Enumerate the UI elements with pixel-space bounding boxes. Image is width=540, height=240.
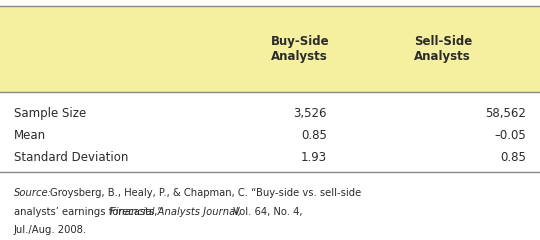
Text: 0.85: 0.85 [501, 151, 526, 164]
Text: Standard Deviation: Standard Deviation [14, 151, 128, 164]
Text: Buy-Side
Analysts: Buy-Side Analysts [271, 35, 329, 63]
Text: Source:: Source: [14, 188, 51, 198]
Text: Jul./Aug. 2008.: Jul./Aug. 2008. [14, 225, 86, 235]
Text: Groysberg, B., Healy, P., & Chapman, C. “Buy-side vs. sell-side: Groysberg, B., Healy, P., & Chapman, C. … [50, 188, 361, 198]
Text: Mean: Mean [14, 129, 45, 142]
Text: Sample Size: Sample Size [14, 108, 86, 120]
Text: 0.85: 0.85 [301, 129, 327, 142]
Text: –0.05: –0.05 [495, 129, 526, 142]
Text: 58,562: 58,562 [485, 108, 526, 120]
Text: 3,526: 3,526 [293, 108, 327, 120]
Bar [0, 6, 540, 92]
Text: 1.93: 1.93 [301, 151, 327, 164]
Text: Financial Analysts Journal,: Financial Analysts Journal, [110, 207, 241, 217]
Text: analysts’ earnings forecasts,”: analysts’ earnings forecasts,” [14, 207, 165, 217]
Text: Sell-Side
Analysts: Sell-Side Analysts [414, 35, 472, 63]
Text: Vol. 64, No. 4,: Vol. 64, No. 4, [230, 207, 302, 217]
